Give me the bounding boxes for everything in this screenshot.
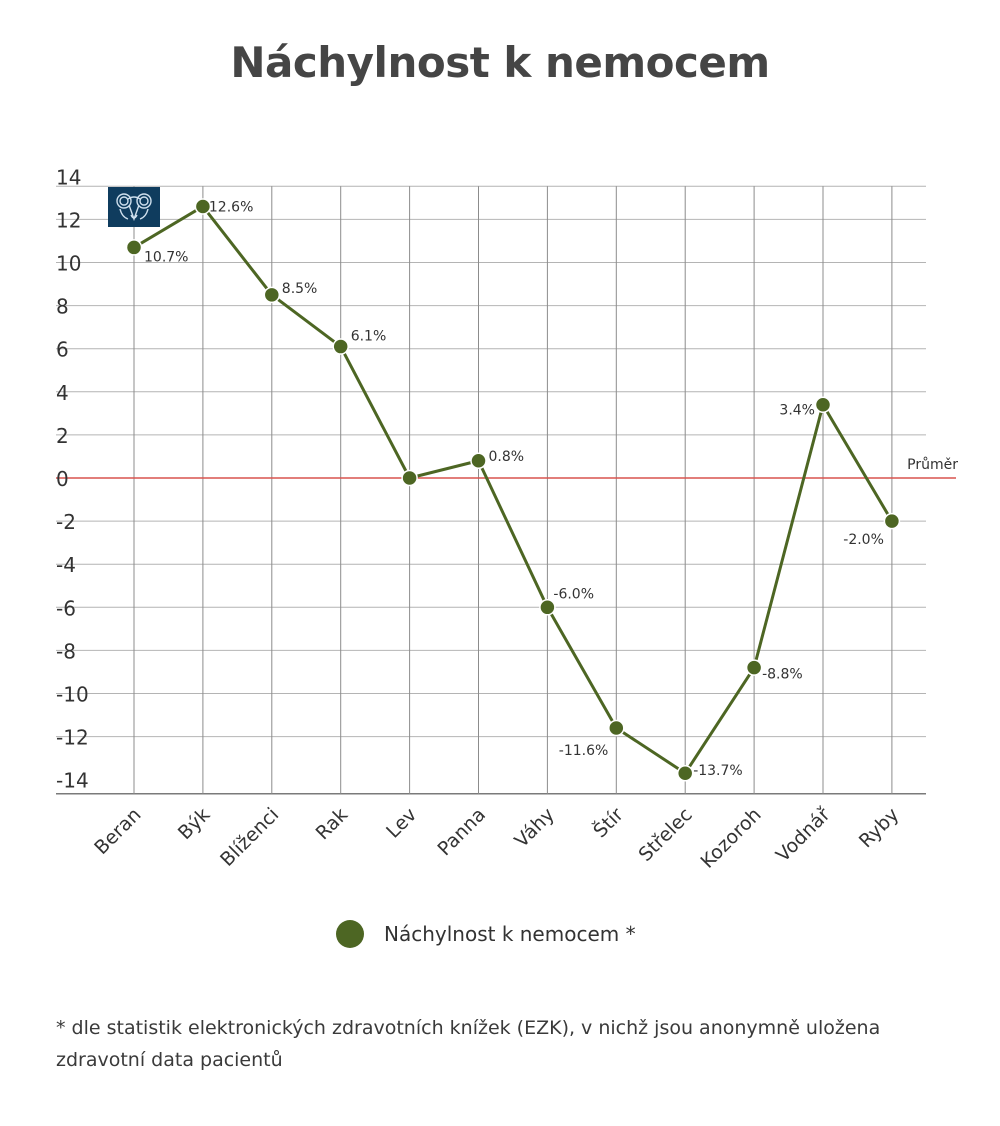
data-point [263,286,281,304]
data-labels: 10.7% 12.6% 8.5% 6.1% 0.8% -6.0% -11.6% -13.7% -… [144,199,884,779]
y-tick-label: 0 [56,467,69,491]
data-label: -8.8% [762,667,803,683]
legend-label: Náchylnost k nemocem * [384,922,636,946]
y-tick-label: -4 [56,553,76,577]
data-point [332,338,349,355]
legend: Náchylnost k nemocem * [336,918,636,950]
y-tick-label: -10 [56,683,89,707]
data-point [745,659,763,676]
y-tick-label: 6 [56,338,69,362]
data-label: -6.0% [553,586,594,602]
data-point [814,396,832,413]
y-tick-label: -12 [56,726,89,750]
data-label: 8.5% [282,281,318,297]
y-tick-label: -2 [56,510,76,534]
x-tick-label: Vodnář [772,804,835,867]
y-tick-label: 8 [56,295,69,319]
y-tick-label: -6 [56,596,76,620]
data-label: -2.0% [843,532,884,548]
data-label: 0.8% [489,449,525,465]
data-label: 10.7% [144,249,188,265]
y-tick-label: 10 [56,252,81,276]
y-tick-label: 14 [56,165,81,189]
x-tick-label: Váhy [511,804,559,852]
footnote: * dle statistik elektronických zdravotní… [56,1017,881,1071]
x-tick-label: Rak [312,804,353,845]
x-tick-label: Býk [174,804,215,845]
x-tick-label: Kozoroh [696,804,765,873]
series-line [133,204,894,775]
reference-line-group: Průměr [56,457,958,479]
data-label: -11.6% [559,743,609,759]
y-tick-label: -14 [56,769,89,793]
data-point [539,599,556,616]
x-tick-label: Střelec [634,804,696,866]
series-group [125,198,901,782]
line-chart: Průměr 14 12 10 8 6 4 2 0 -2 -4 -6 -8 -10 -12 -14 Bera… [56,165,958,873]
chart-title: Náchylnost k nemocem [230,38,770,87]
data-point [194,198,212,215]
x-tick-label: Panna [433,804,490,861]
ram-icon [108,187,160,227]
data-label: -13.7% [693,763,743,779]
x-tick-label: Blíženci [216,804,283,871]
x-tick-label: Beran [90,804,145,859]
data-point [401,469,418,487]
x-tick-label: Ryby [855,804,904,853]
data-label: 6.1% [351,329,387,345]
data-label: 12.6% [209,199,253,215]
x-tick-label: Lev [382,804,421,843]
data-point [125,239,143,256]
y-tick-label: 4 [56,381,69,405]
legend-swatch [336,920,364,948]
data-point [608,719,625,737]
y-tick-label: 12 [56,208,81,232]
data-point [883,512,901,530]
y-tick-label: 2 [56,424,69,448]
y-axis-ticks: 14 12 10 8 6 4 2 0 -2 -4 -6 -8 -10 -12 -14 [56,165,89,792]
data-point [470,452,487,470]
grid-lines [56,185,926,795]
data-point [676,764,694,782]
reference-line-label: Průměr [907,457,958,473]
y-tick-label: -8 [56,639,76,663]
x-axis-ticks: Beran Býk Blíženci Rak Lev Panna Váhy Štír Střel… [90,802,903,873]
x-tick-label: Štír [588,802,628,842]
data-label: 3.4% [779,403,815,419]
